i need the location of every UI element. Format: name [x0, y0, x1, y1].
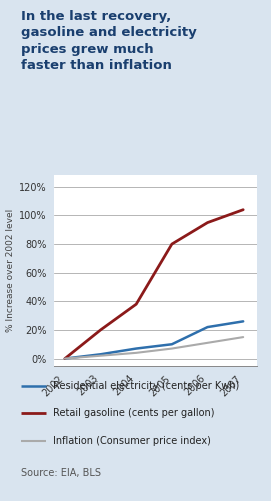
Text: Inflation (Consumer price index): Inflation (Consumer price index): [53, 435, 211, 445]
Text: In the last recovery,
gasoline and electricity
prices grew much
faster than infl: In the last recovery, gasoline and elect…: [21, 10, 197, 73]
Text: Source: EIA, BLS: Source: EIA, BLS: [21, 468, 101, 478]
Text: Retail gasoline (cents per gallon): Retail gasoline (cents per gallon): [53, 408, 215, 418]
Text: Residential electricity (cents per Kwh): Residential electricity (cents per Kwh): [53, 381, 240, 391]
Y-axis label: % Increase over 2002 level: % Increase over 2002 level: [6, 209, 15, 332]
